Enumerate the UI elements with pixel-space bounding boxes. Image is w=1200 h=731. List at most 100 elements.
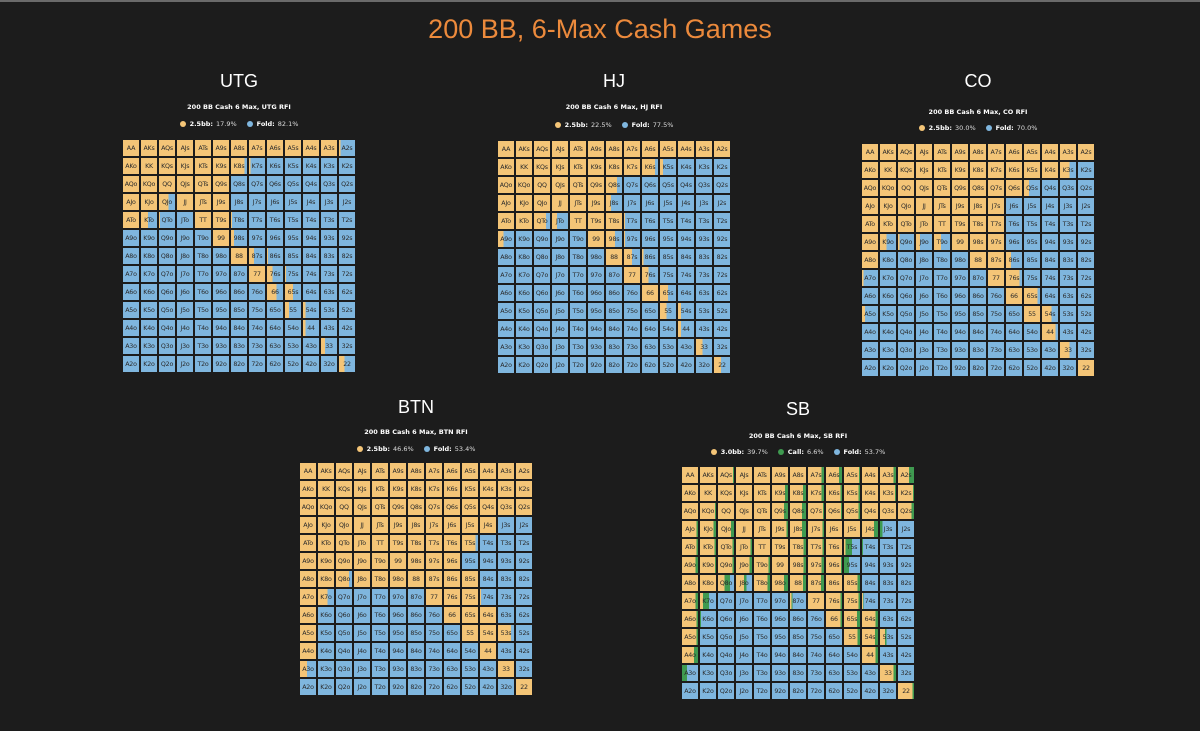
hand-cell: Q6o [718,611,734,627]
hand-cell: J6s [267,194,283,210]
hand-cell: K5s [660,159,676,175]
hand-cell: QJo [534,195,550,211]
hand-cell: 84s [678,249,694,265]
hand-cell: Q3o [898,342,914,358]
hand-cell: 62o [444,679,460,695]
hand-cell: 52s [714,303,730,319]
hand-cell: J7o [916,270,932,286]
hand-cell: Q3o [534,339,550,355]
hand-cell: Q9o [534,231,550,247]
legend-value: 30.0% [954,124,976,132]
hand-cell: J6s [642,195,658,211]
hand-cell: Q6s [642,177,658,193]
hand-cell: K9s [772,485,788,501]
hand-cell: T7o [754,593,770,609]
hand-cell: 85s [462,571,478,587]
hand-cell: ATs [372,463,388,479]
hand-cell: K8o [700,575,716,591]
hand-cell: T5s [660,213,676,229]
hand-cell: Q5o [718,629,734,645]
hand-cell: 87o [970,270,986,286]
hand-cell: KQo [318,499,334,515]
hand-cell: AA [300,463,316,479]
hand-cell: K2o [318,679,334,695]
hand-cell: 84o [408,643,424,659]
hand-cell: Q3o [159,338,175,354]
hand-cell: KJo [516,195,532,211]
hand-cell: J7s [988,198,1004,214]
hand-cell: Q9s [772,503,788,519]
hand-cell: 73o [808,665,824,681]
hand-cell: QQ [159,176,175,192]
hand-cell: K3s [880,485,896,501]
hand-cell: Q6s [267,176,283,192]
hand-cell: KJs [916,162,932,178]
hand-cell: 62o [1006,360,1022,376]
hand-cell: K2s [1078,162,1094,178]
hand-cell: A8o [123,248,139,264]
hand-cell: J8s [231,194,247,210]
hand-cell: Q7s [808,503,824,519]
hand-cell: 96s [1006,234,1022,250]
hand-cell: 88 [408,571,424,587]
hand-cell: K4o [516,321,532,337]
hand-cell: K2o [141,356,157,372]
hand-cell: 83o [790,665,806,681]
hand-cell: A3s [1060,144,1076,160]
hand-cell: 63s [1060,288,1076,304]
hand-cell: T9o [934,234,950,250]
hand-cell: 77 [624,267,640,283]
hand-cell: A6o [862,288,878,304]
legend-label: Fold: [843,448,862,456]
hand-cell: ATo [123,212,139,228]
hand-cell: 98o [952,252,968,268]
hand-cell: 75o [808,629,824,645]
hand-cell: 98s [408,553,424,569]
hand-cell: T5o [934,306,950,322]
hand-cell: AQo [862,180,878,196]
hand-cell: Q9o [159,230,175,246]
hand-cell: 84o [970,324,986,340]
hand-cell: 93s [498,553,514,569]
hand-cell: Q5o [159,302,175,318]
hand-cell: T5o [195,302,211,318]
hand-cell: JTo [177,212,193,228]
hand-cell: 84o [231,320,247,336]
hand-cell: 83o [970,342,986,358]
hand-cell: J2o [736,683,752,699]
panel-legend: 2.5bb: 46.6% Fold: 53.4% [260,445,572,453]
hand-cell: A6s [826,467,842,483]
hand-cell: QQ [336,499,352,515]
hand-cell: J5o [916,306,932,322]
hand-cell: 94s [862,557,878,573]
panel-subtitle: 200 BB Cash 6 Max, UTG RFI [187,103,291,111]
hand-cell: 97s [624,231,640,247]
hand-cell: A4o [682,647,698,663]
hand-cell: AQs [718,467,734,483]
hand-cell: Q6o [534,285,550,301]
hand-cell: A6s [267,140,283,156]
hand-cell: J6o [552,285,568,301]
hand-cell: Q7s [426,499,442,515]
hand-cell: 43s [880,647,896,663]
legend-value: 77.5% [652,121,674,129]
hand-cell: J9s [952,198,968,214]
hand-cell: K8o [141,248,157,264]
hand-cell: Q5o [534,303,550,319]
hand-cell: K4o [880,324,896,340]
hand-cell: 74o [249,320,265,336]
hand-cell: A3o [498,339,514,355]
hand-cell: K7s [988,162,1004,178]
hand-cell: 62s [339,284,355,300]
hand-cell: 63o [826,665,842,681]
hand-cell: 62o [267,356,283,372]
hand-cell: 64o [444,643,460,659]
hand-cell: T8o [570,249,586,265]
hand-cell: K4s [678,159,694,175]
hand-cell: TT [372,535,388,551]
hand-cell: A9o [300,553,316,569]
hand-cell: 74s [1042,270,1058,286]
hand-cell: A7o [862,270,878,286]
hand-cell: 99 [213,230,229,246]
hand-cell: 87s [249,248,265,264]
